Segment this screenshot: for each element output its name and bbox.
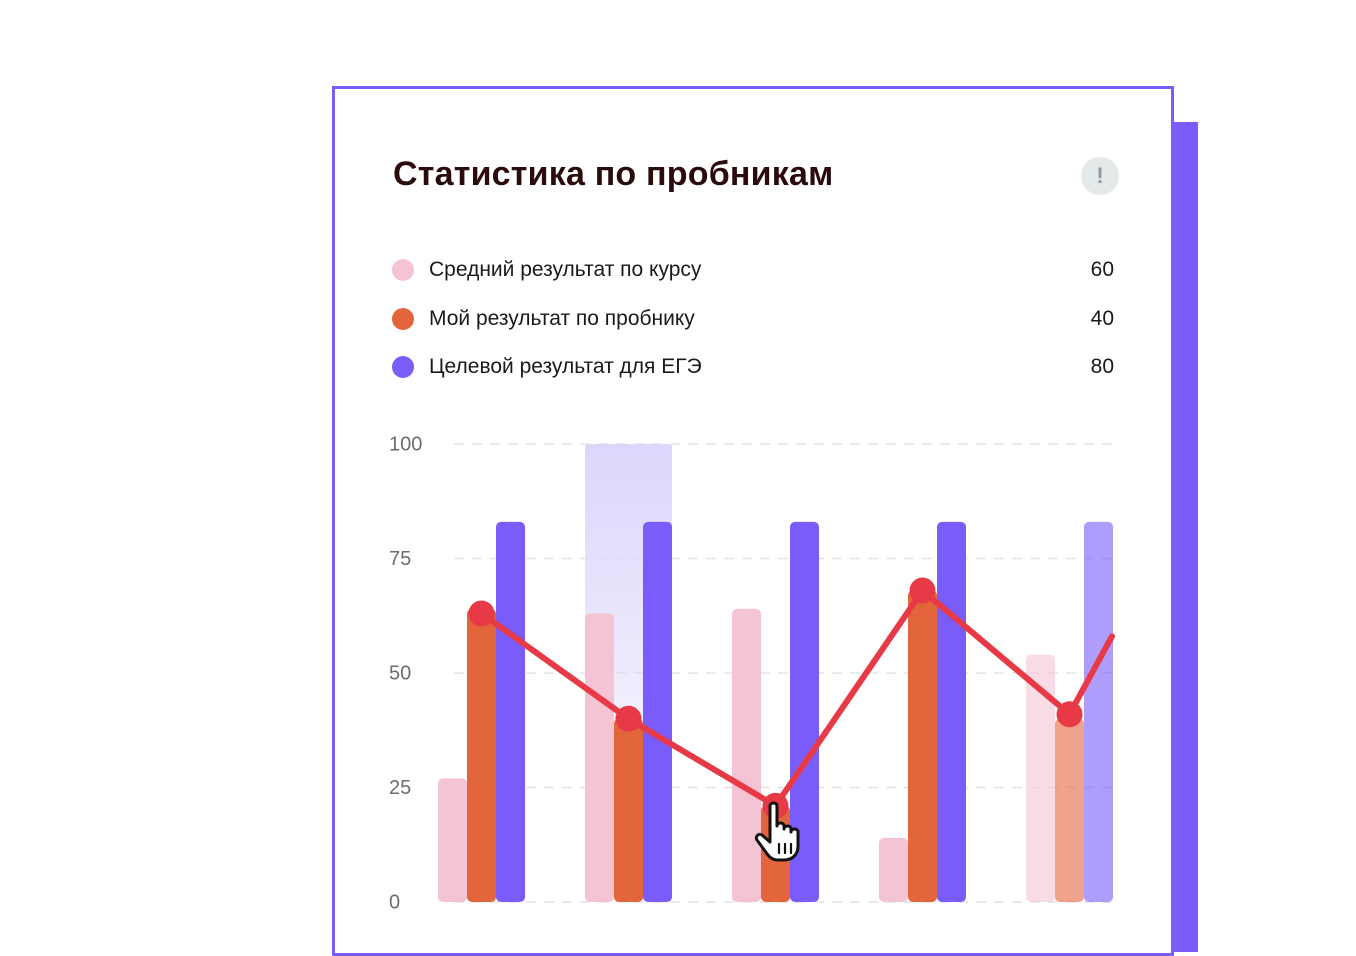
legend-value: 40: [1090, 306, 1114, 330]
y-tick-label: 100: [389, 433, 422, 455]
bar-average[interactable]: [732, 608, 761, 902]
legend-label: Целевой результат для ЕГЭ: [429, 355, 702, 379]
line-point[interactable]: [615, 705, 642, 732]
bar-mine[interactable]: [1055, 718, 1084, 902]
bar-target[interactable]: [1084, 521, 1113, 902]
bar-target[interactable]: [790, 521, 819, 902]
info-button[interactable]: !: [1081, 157, 1119, 195]
bar-mine[interactable]: [614, 718, 643, 902]
bar-target[interactable]: [643, 521, 672, 902]
legend-item-average: Средний результат по курсу 60: [392, 246, 1114, 295]
bar-target[interactable]: [937, 521, 966, 902]
legend-item-mine: Мой результат по пробнику 40: [392, 295, 1114, 344]
legend-value: 60: [1090, 258, 1114, 282]
line-point[interactable]: [909, 577, 936, 604]
hand-pointer-icon: [754, 801, 800, 862]
line-point[interactable]: [1056, 701, 1083, 728]
y-tick-label: 25: [389, 777, 411, 799]
legend-value: 80: [1090, 355, 1114, 379]
y-tick-label: 75: [389, 548, 411, 570]
bar-line-chart: 0 25 50 75 100: [389, 433, 1115, 913]
bar-average[interactable]: [438, 778, 467, 902]
y-tick-label: 0: [389, 891, 400, 913]
exclamation-icon: !: [1096, 163, 1104, 188]
bar-mine[interactable]: [467, 608, 496, 902]
bar-mine[interactable]: [908, 590, 937, 902]
y-tick-label: 50: [389, 662, 411, 684]
bar-average[interactable]: [1026, 654, 1055, 902]
line-point[interactable]: [468, 600, 495, 627]
bar-target[interactable]: [496, 521, 525, 902]
legend-item-target: Целевой результат для ЕГЭ 80: [392, 343, 1114, 392]
legend-dot-mine: [392, 307, 414, 330]
legend-label: Средний результат по курсу: [429, 258, 702, 282]
card-title: Статистика по пробникам: [393, 155, 834, 193]
legend-dot-average: [392, 259, 414, 282]
legend: Средний результат по курсу 60 Мой резуль…: [392, 246, 1114, 392]
legend-dot-target: [392, 356, 414, 379]
bar-average[interactable]: [879, 837, 908, 902]
legend-label: Мой результат по пробнику: [429, 306, 695, 330]
result-line: [478, 587, 1115, 809]
bar-average[interactable]: [585, 613, 614, 902]
